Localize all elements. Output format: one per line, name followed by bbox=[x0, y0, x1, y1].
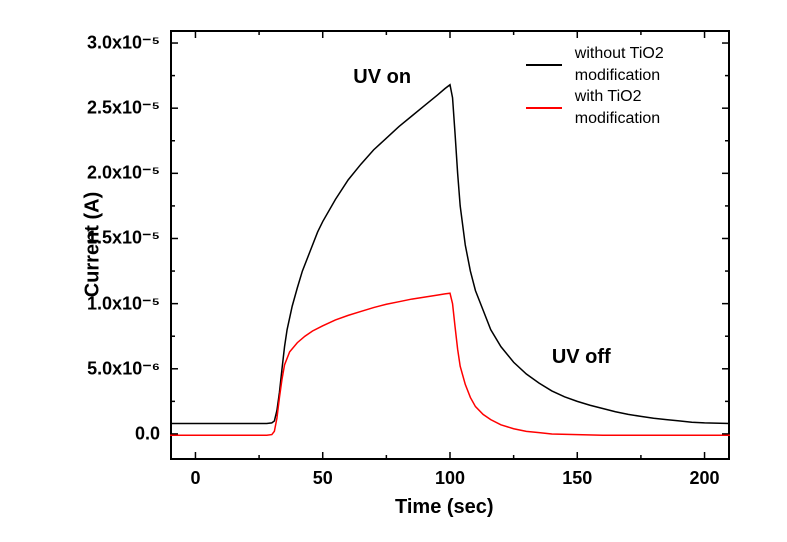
x-tick-label: 200 bbox=[690, 468, 720, 489]
x-axis-label: Time (sec) bbox=[395, 496, 494, 519]
legend-line bbox=[526, 64, 562, 66]
legend-text: with TiO2 modification bbox=[570, 86, 660, 129]
legend-line bbox=[526, 107, 562, 109]
y-tick-label: 3.0x10⁻⁵ bbox=[87, 33, 160, 54]
x-tick-label: 100 bbox=[435, 468, 465, 489]
legend: without TiO2 modification with TiO2 modi… bbox=[526, 43, 663, 129]
x-tick-label: 0 bbox=[190, 468, 200, 489]
y-tick-label: 1.5x10⁻⁵ bbox=[87, 228, 160, 249]
legend-text: without TiO2 modification bbox=[570, 43, 663, 86]
y-tick-label: 5.0x10⁻⁶ bbox=[87, 358, 160, 379]
y-tick-label: 2.5x10⁻⁵ bbox=[87, 98, 160, 119]
series-line bbox=[170, 293, 730, 435]
legend-item: with TiO2 modification bbox=[526, 86, 663, 129]
chart-canvas: Current (A) Time (sec) UV on UV off with… bbox=[0, 0, 787, 542]
y-tick-label: 2.0x10⁻⁵ bbox=[87, 163, 160, 184]
x-tick-label: 150 bbox=[562, 468, 592, 489]
legend-item: without TiO2 modification bbox=[526, 43, 663, 86]
y-tick-label: 0.0 bbox=[135, 423, 160, 444]
annotation-uv-off: UV off bbox=[552, 346, 611, 369]
y-tick-label: 1.0x10⁻⁵ bbox=[87, 293, 160, 314]
x-tick-label: 50 bbox=[313, 468, 333, 489]
series-line bbox=[170, 85, 730, 424]
annotation-uv-on: UV on bbox=[353, 66, 411, 89]
